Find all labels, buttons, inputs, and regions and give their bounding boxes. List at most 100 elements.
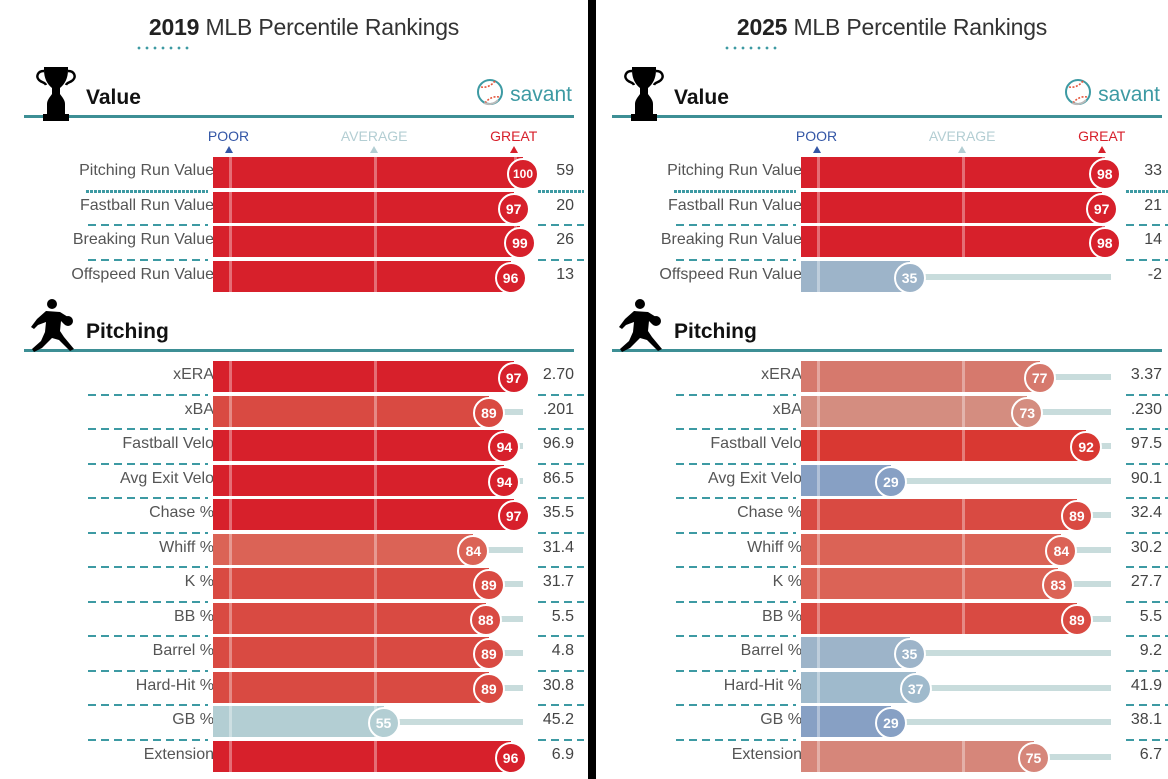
row-separator: [88, 635, 208, 637]
percentile-badge[interactable]: 89: [1060, 603, 1093, 636]
bar-gridline: [228, 533, 232, 565]
section-rule: [612, 115, 1162, 118]
row-separator: [1126, 738, 1168, 741]
row-separator: [676, 635, 796, 637]
bar-gridline: [962, 499, 966, 530]
bar-gridline: [374, 671, 378, 703]
bar-gridline: [816, 157, 820, 188]
percentile-badge[interactable]: 77: [1023, 362, 1056, 394]
percentile-bar: [213, 361, 514, 392]
percentile-badge[interactable]: 92: [1070, 431, 1103, 463]
percentile-badge[interactable]: 89: [472, 396, 505, 429]
percentile-badge[interactable]: 84: [1045, 534, 1078, 567]
percentile-badge[interactable]: 97: [497, 500, 530, 532]
percentile-badge[interactable]: 98: [1088, 158, 1121, 190]
percentile-badge[interactable]: 29: [874, 707, 907, 739]
metric-row: Whiff % 84 31.4: [24, 533, 584, 567]
percentile-badge[interactable]: 83: [1042, 569, 1075, 601]
section-header-pitching: Pitching: [24, 299, 574, 352]
bar-gridline: [816, 637, 820, 668]
percentile-badge[interactable]: 35: [893, 261, 926, 294]
percentile-badge[interactable]: 37: [899, 672, 932, 705]
percentile-badge[interactable]: 73: [1011, 396, 1044, 429]
percentile-badge[interactable]: 96: [494, 261, 527, 294]
percentile-badge[interactable]: 29: [874, 465, 907, 498]
percentile-bar: [801, 395, 1028, 427]
section-rule: [24, 349, 574, 352]
percentile-badge[interactable]: 75: [1017, 741, 1050, 774]
savant-brand-text: savant: [1098, 83, 1160, 106]
metric-row: Chase % 89 32.4: [612, 499, 1168, 532]
bar-gridline: [816, 499, 820, 530]
percentile-badge[interactable]: 94: [488, 431, 521, 463]
percentile-bar: [213, 602, 486, 634]
percentile-badge[interactable]: 97: [497, 192, 530, 225]
percentile-badge[interactable]: 100: [507, 158, 539, 190]
bar-gridline: [962, 395, 966, 427]
metric-value: 27.7: [1130, 573, 1162, 590]
metric-label: Fastball Run Value: [668, 196, 802, 214]
bar-gridline: [228, 361, 232, 392]
metric-value: 21: [1144, 196, 1162, 214]
row-separator: [538, 704, 584, 706]
row-separator: [1126, 224, 1168, 226]
percentile-badge[interactable]: 89: [472, 672, 505, 705]
bar-gridline: [228, 499, 232, 530]
percentile-track: [1043, 753, 1111, 760]
bar-gridline: [228, 395, 232, 427]
metric-label: Pitching Run Value: [667, 162, 802, 179]
metric-row: Offspeed Run Value 96 13: [24, 260, 584, 294]
percentile-bar: [213, 499, 514, 530]
percentile-badge[interactable]: 89: [472, 569, 505, 601]
metric-row: GB % 29 38.1: [612, 706, 1168, 739]
savant-logo[interactable]: savant: [476, 78, 572, 112]
percentile-badge[interactable]: 55: [367, 707, 400, 739]
panel-2025: 2025 MLB Percentile Rankings Value savant P…: [612, 0, 1168, 779]
scale-marker-great: [1097, 146, 1106, 153]
title-text: MLB Percentile Rankings: [793, 14, 1048, 40]
bar-gridline: [962, 602, 966, 634]
row-separator: [676, 600, 796, 603]
bar-gridline: [228, 706, 232, 737]
row-separator: [1126, 566, 1168, 568]
bar-gridline: [374, 602, 378, 634]
row-separator: [676, 566, 796, 568]
percentile-badge[interactable]: 35: [893, 638, 926, 670]
percentile-badge[interactable]: 96: [494, 741, 527, 774]
metric-value: 14: [1144, 231, 1162, 248]
percentile-badge[interactable]: 99: [503, 227, 536, 259]
percentile-badge[interactable]: 94: [488, 465, 521, 498]
bar-gridline: [228, 191, 232, 223]
percentile-track: [498, 650, 523, 656]
metric-row: K % 89 31.7: [24, 568, 584, 601]
bar-gridline: [374, 361, 378, 392]
percentile-bar: [801, 637, 910, 668]
section-header-value: Value savant: [24, 67, 574, 121]
percentile-bar: [801, 499, 1077, 530]
metric-label: Fastball Velo: [122, 435, 214, 452]
metric-row: Extension 96 6.9: [24, 740, 584, 774]
metric-label: xERA: [761, 366, 802, 383]
metric-value: 5.5: [551, 607, 574, 625]
bar-gridline: [816, 260, 820, 292]
percentile-badge[interactable]: 89: [1060, 500, 1093, 532]
bar-gridline: [374, 533, 378, 565]
percentile-bar: [213, 740, 511, 772]
percentile-badge[interactable]: 97: [497, 362, 530, 394]
metric-label: Offspeed Run Value: [71, 265, 214, 283]
percentile-badge[interactable]: 89: [472, 638, 505, 670]
percentile-badge[interactable]: 84: [457, 534, 490, 567]
percentile-track: [919, 273, 1111, 280]
metric-value: -2: [1147, 265, 1162, 283]
row-separator: [88, 738, 208, 741]
percentile-badge[interactable]: 97: [1085, 192, 1118, 225]
row-separator: [1126, 462, 1168, 465]
percentile-badge[interactable]: 88: [469, 603, 502, 636]
percentile-badge[interactable]: 98: [1088, 227, 1121, 259]
percentile-bar: [213, 533, 474, 565]
savant-logo[interactable]: savant: [1064, 78, 1160, 112]
metric-label: Chase %: [149, 504, 214, 521]
panel-2019: 2019 MLB Percentile Rankings Value savant P…: [24, 0, 584, 779]
metric-value: 30.8: [542, 676, 574, 694]
percentile-track: [495, 615, 523, 622]
